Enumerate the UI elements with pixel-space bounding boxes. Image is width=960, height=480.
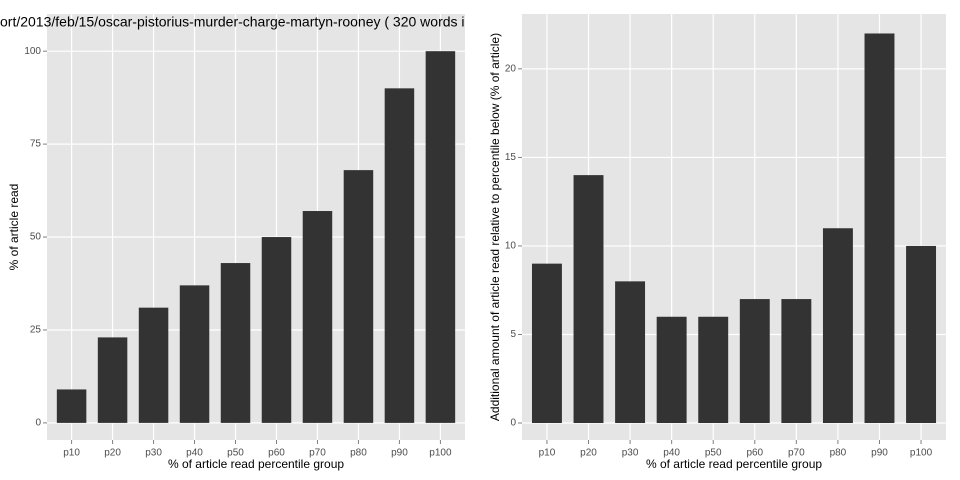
x-axis-title: % of article read percentile group: [168, 457, 344, 471]
x-tick-label: p40: [186, 448, 203, 459]
bar: [343, 170, 374, 423]
bar: [425, 51, 456, 423]
title-group: ort/2013/feb/15/oscar-pistorius-murder-c…: [0, 14, 465, 30]
bar: [531, 263, 562, 424]
x-tick-label: p90: [391, 448, 408, 459]
y-tick-label: 0: [35, 418, 41, 429]
chart-title: ort/2013/feb/15/oscar-pistorius-murder-c…: [0, 14, 465, 30]
bar: [220, 263, 251, 423]
y-tick-label: 25: [30, 325, 42, 336]
y-tick-label: 20: [505, 64, 517, 75]
x-tick-label: p70: [788, 448, 805, 459]
y-tick-label: 15: [505, 152, 517, 163]
bar: [656, 316, 687, 424]
bar: [822, 228, 853, 424]
x-tick-label: p60: [746, 448, 763, 459]
x-tick-label: p60: [268, 448, 285, 459]
x-tick-label: p30: [145, 448, 162, 459]
bar: [302, 211, 333, 423]
bar: [698, 316, 729, 424]
y-axis-title: Additional amount of article read relati…: [488, 33, 502, 421]
bar: [56, 389, 87, 423]
x-tick-label: p80: [350, 448, 367, 459]
bar: [739, 299, 770, 424]
x-tick-label: p80: [830, 448, 847, 459]
y-tick-label: 50: [30, 232, 42, 243]
x-tick-label: p70: [309, 448, 326, 459]
y-tick-label: 5: [510, 329, 516, 340]
bar: [906, 245, 937, 424]
x-tick-label: p50: [227, 448, 244, 459]
x-tick-label: p100: [910, 448, 933, 459]
x-axis-title: % of article read percentile group: [646, 457, 822, 471]
y-tick-label: 75: [30, 139, 42, 150]
bar: [864, 33, 895, 424]
y-tick-label: 10: [505, 241, 517, 252]
x-tick-label: p100: [429, 448, 452, 459]
y-tick-label: 0: [510, 418, 516, 429]
bar: [138, 307, 169, 423]
x-tick-label: p20: [104, 448, 121, 459]
y-axis-title: % of article read: [7, 184, 21, 271]
bar: [573, 175, 604, 424]
bar: [781, 299, 812, 424]
bar: [179, 285, 210, 423]
bar: [97, 337, 128, 423]
x-tick-label: p20: [580, 448, 597, 459]
bar: [615, 281, 646, 424]
x-tick-label: p10: [539, 448, 556, 459]
bar: [261, 237, 292, 423]
x-tick-label: p10: [63, 448, 80, 459]
x-tick-label: p50: [705, 448, 722, 459]
y-tick-label: 100: [24, 46, 41, 57]
x-tick-label: p40: [663, 448, 680, 459]
x-tick-label: p30: [622, 448, 639, 459]
bar: [384, 88, 415, 423]
x-tick-label: p90: [871, 448, 888, 459]
